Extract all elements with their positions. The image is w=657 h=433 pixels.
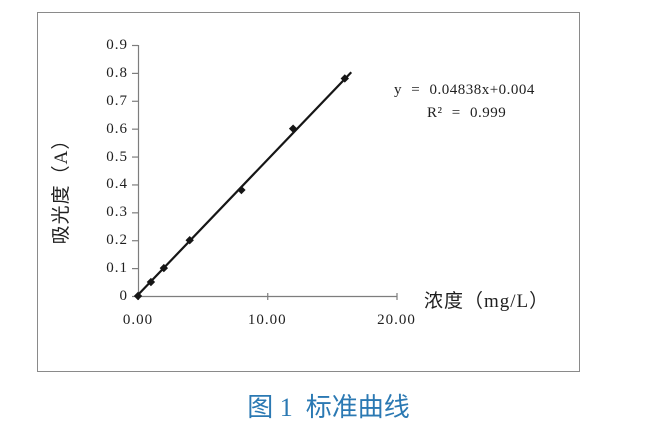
y-tick-label: 0.1 [106,260,128,277]
figure-caption: 图 1 标准曲线 [247,393,410,422]
y-tick-label: 0.7 [106,92,128,109]
y-tick-label: 0.8 [106,64,128,81]
x-tick-label: 20.00 [377,312,416,328]
r-squared-value: R² = 0.999 [427,105,507,121]
x-tick-label: 0.00 [122,312,154,328]
y-axis-title: 吸光度（A） [51,129,72,245]
y-tick-label: 0.4 [106,176,128,193]
x-tick-label: 10.00 [247,312,287,328]
x-axis-title: 浓度（mg/L） [424,291,550,312]
data-point-marker [133,291,143,301]
y-tick-label: 0.3 [106,204,128,221]
data-point-marker [340,74,349,83]
data-point-marker [159,263,169,273]
y-tick-label: 0.5 [106,148,128,165]
trendline [137,71,353,296]
y-tick-label: 0.2 [106,232,128,249]
trendline-equation: y = 0.04838x+0.004 [394,82,535,98]
y-tick-label: 0 [119,288,128,304]
data-point-marker [237,185,246,195]
y-tick-label: 0.6 [106,120,128,137]
data-point-marker [185,236,194,245]
y-tick-label: 0.9 [106,37,128,53]
data-point-marker [288,124,298,133]
chart-frame [37,12,580,372]
data-point-marker [146,277,156,287]
